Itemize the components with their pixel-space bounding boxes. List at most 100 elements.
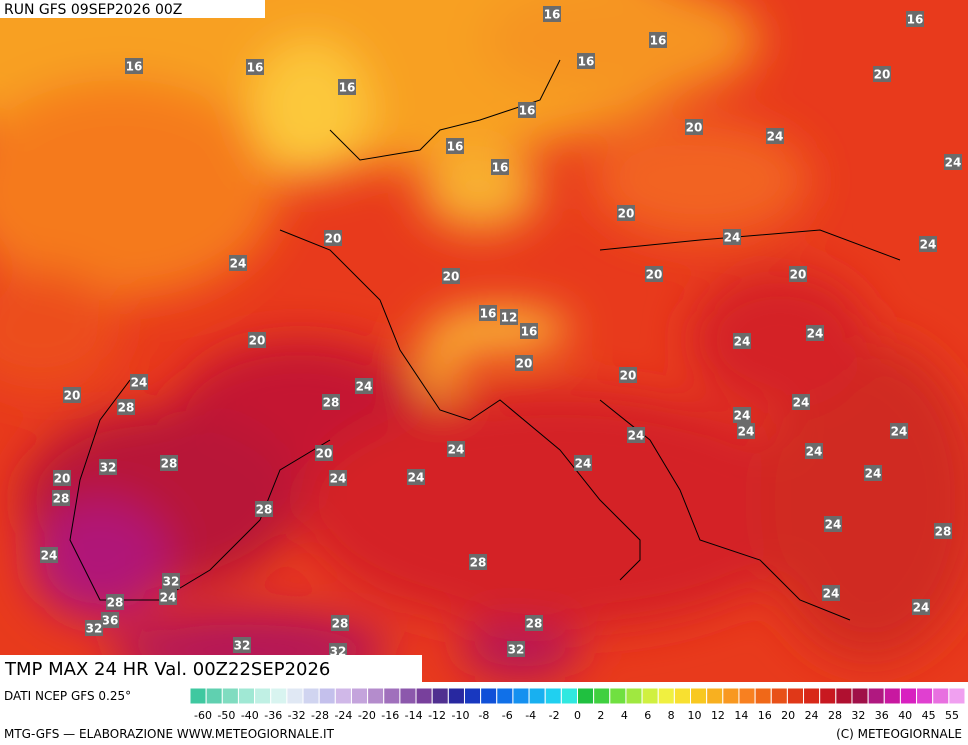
scale-tick-label: -16 <box>381 709 399 722</box>
label-box <box>160 455 178 471</box>
scale-swatch <box>334 687 352 705</box>
label-box <box>723 229 741 245</box>
scale-swatch <box>302 687 320 705</box>
temperature-label: 20 <box>325 232 342 246</box>
temperature-label: 28 <box>332 617 349 631</box>
label-box <box>873 66 891 82</box>
temperature-label: 28 <box>161 457 178 471</box>
label-box <box>322 394 340 410</box>
scale-swatch <box>835 687 853 705</box>
scale-swatch <box>722 687 740 705</box>
temperature-label: 16 <box>578 55 595 69</box>
temperature-label: 28 <box>323 396 340 410</box>
scale-swatch <box>560 687 579 705</box>
temperature-label: 20 <box>620 369 637 383</box>
temperature-label: 28 <box>526 617 543 631</box>
label-box <box>407 469 425 485</box>
temperature-label: 20 <box>646 268 663 282</box>
scale-tick-label: -12 <box>428 709 446 722</box>
scale-tick-label: 32 <box>851 709 865 722</box>
label-box <box>737 423 755 439</box>
scale-swatch <box>706 687 724 705</box>
label-box <box>162 573 180 589</box>
temperature-label: 16 <box>492 161 509 175</box>
temperature-label: 32 <box>100 461 117 475</box>
label-box <box>577 53 595 69</box>
temperature-label: 24 <box>807 327 824 341</box>
temperature-label: 16 <box>519 104 536 118</box>
label-box <box>619 367 637 383</box>
temperature-label: 28 <box>107 596 124 610</box>
label-box <box>912 599 930 615</box>
temperature-label: 24 <box>41 549 58 563</box>
scale-tick-label: 10 <box>688 709 702 722</box>
scale-swatch <box>205 687 223 705</box>
scale-swatch <box>948 687 966 705</box>
scale-tick-label: 6 <box>644 709 651 722</box>
label-box <box>733 407 751 423</box>
temperature-label: 24 <box>738 425 755 439</box>
label-box <box>331 615 349 631</box>
scale-tick-label: 20 <box>781 709 795 722</box>
temperature-label: 24 <box>806 445 823 459</box>
temperature-label: 28 <box>118 401 135 415</box>
label-box <box>248 332 266 348</box>
scale-tick-label: -50 <box>217 709 235 722</box>
temperature-label: 16 <box>650 34 667 48</box>
temperature-label: 24 <box>160 591 177 605</box>
label-box <box>617 205 635 221</box>
scale-tick-label: 40 <box>898 709 912 722</box>
label-box <box>649 32 667 48</box>
label-box <box>627 427 645 443</box>
temperature-label: 24 <box>628 429 645 443</box>
temperature-label: 20 <box>64 389 81 403</box>
run-box <box>0 0 265 18</box>
scale-swatch <box>512 687 530 705</box>
scale-swatch <box>819 687 837 705</box>
temperature-label: 24 <box>823 587 840 601</box>
temperature-label: 16 <box>247 61 264 75</box>
label-box <box>159 589 177 605</box>
temperature-label: 16 <box>544 8 561 22</box>
scale-swatch <box>851 687 869 705</box>
temperature-label: 16 <box>480 307 497 321</box>
temperature-label: 20 <box>54 472 71 486</box>
scale-swatch <box>916 687 934 705</box>
scale-tick-label: -60 <box>194 709 212 722</box>
temperature-label: 24 <box>793 396 810 410</box>
label-box <box>85 620 103 636</box>
temperature-label: 24 <box>865 467 882 481</box>
scale-swatch <box>803 687 821 705</box>
label-box <box>255 501 273 517</box>
temperature-label: 24 <box>448 443 465 457</box>
scale-tick-label: -24 <box>334 709 352 722</box>
label-box <box>53 470 71 486</box>
scale-swatch <box>447 687 465 705</box>
label-box <box>130 374 148 390</box>
temperature-label: 24 <box>356 380 373 394</box>
scale-swatch <box>625 687 643 705</box>
temperature-label: 16 <box>339 81 356 95</box>
scale-swatch <box>415 687 433 705</box>
scale-swatch <box>577 687 595 705</box>
temperature-label: 24 <box>131 376 148 390</box>
scale-swatch <box>496 687 514 705</box>
label-box <box>864 465 882 481</box>
label-box <box>525 615 543 631</box>
label-box <box>233 637 251 653</box>
scale-swatch <box>463 687 482 705</box>
label-box <box>518 102 536 118</box>
scale-swatch <box>528 687 546 705</box>
temperature-label: 20 <box>790 268 807 282</box>
temperature-label: 24 <box>734 409 751 423</box>
scale-swatch <box>867 687 885 705</box>
scale-swatch <box>738 687 756 705</box>
label-box <box>324 230 342 246</box>
label-box <box>733 333 751 349</box>
temperature-label: 16 <box>907 13 924 27</box>
label-box <box>117 399 135 415</box>
scale-tick-label: -10 <box>451 709 469 722</box>
scale-swatch <box>786 687 805 705</box>
scale-swatch <box>899 687 918 705</box>
